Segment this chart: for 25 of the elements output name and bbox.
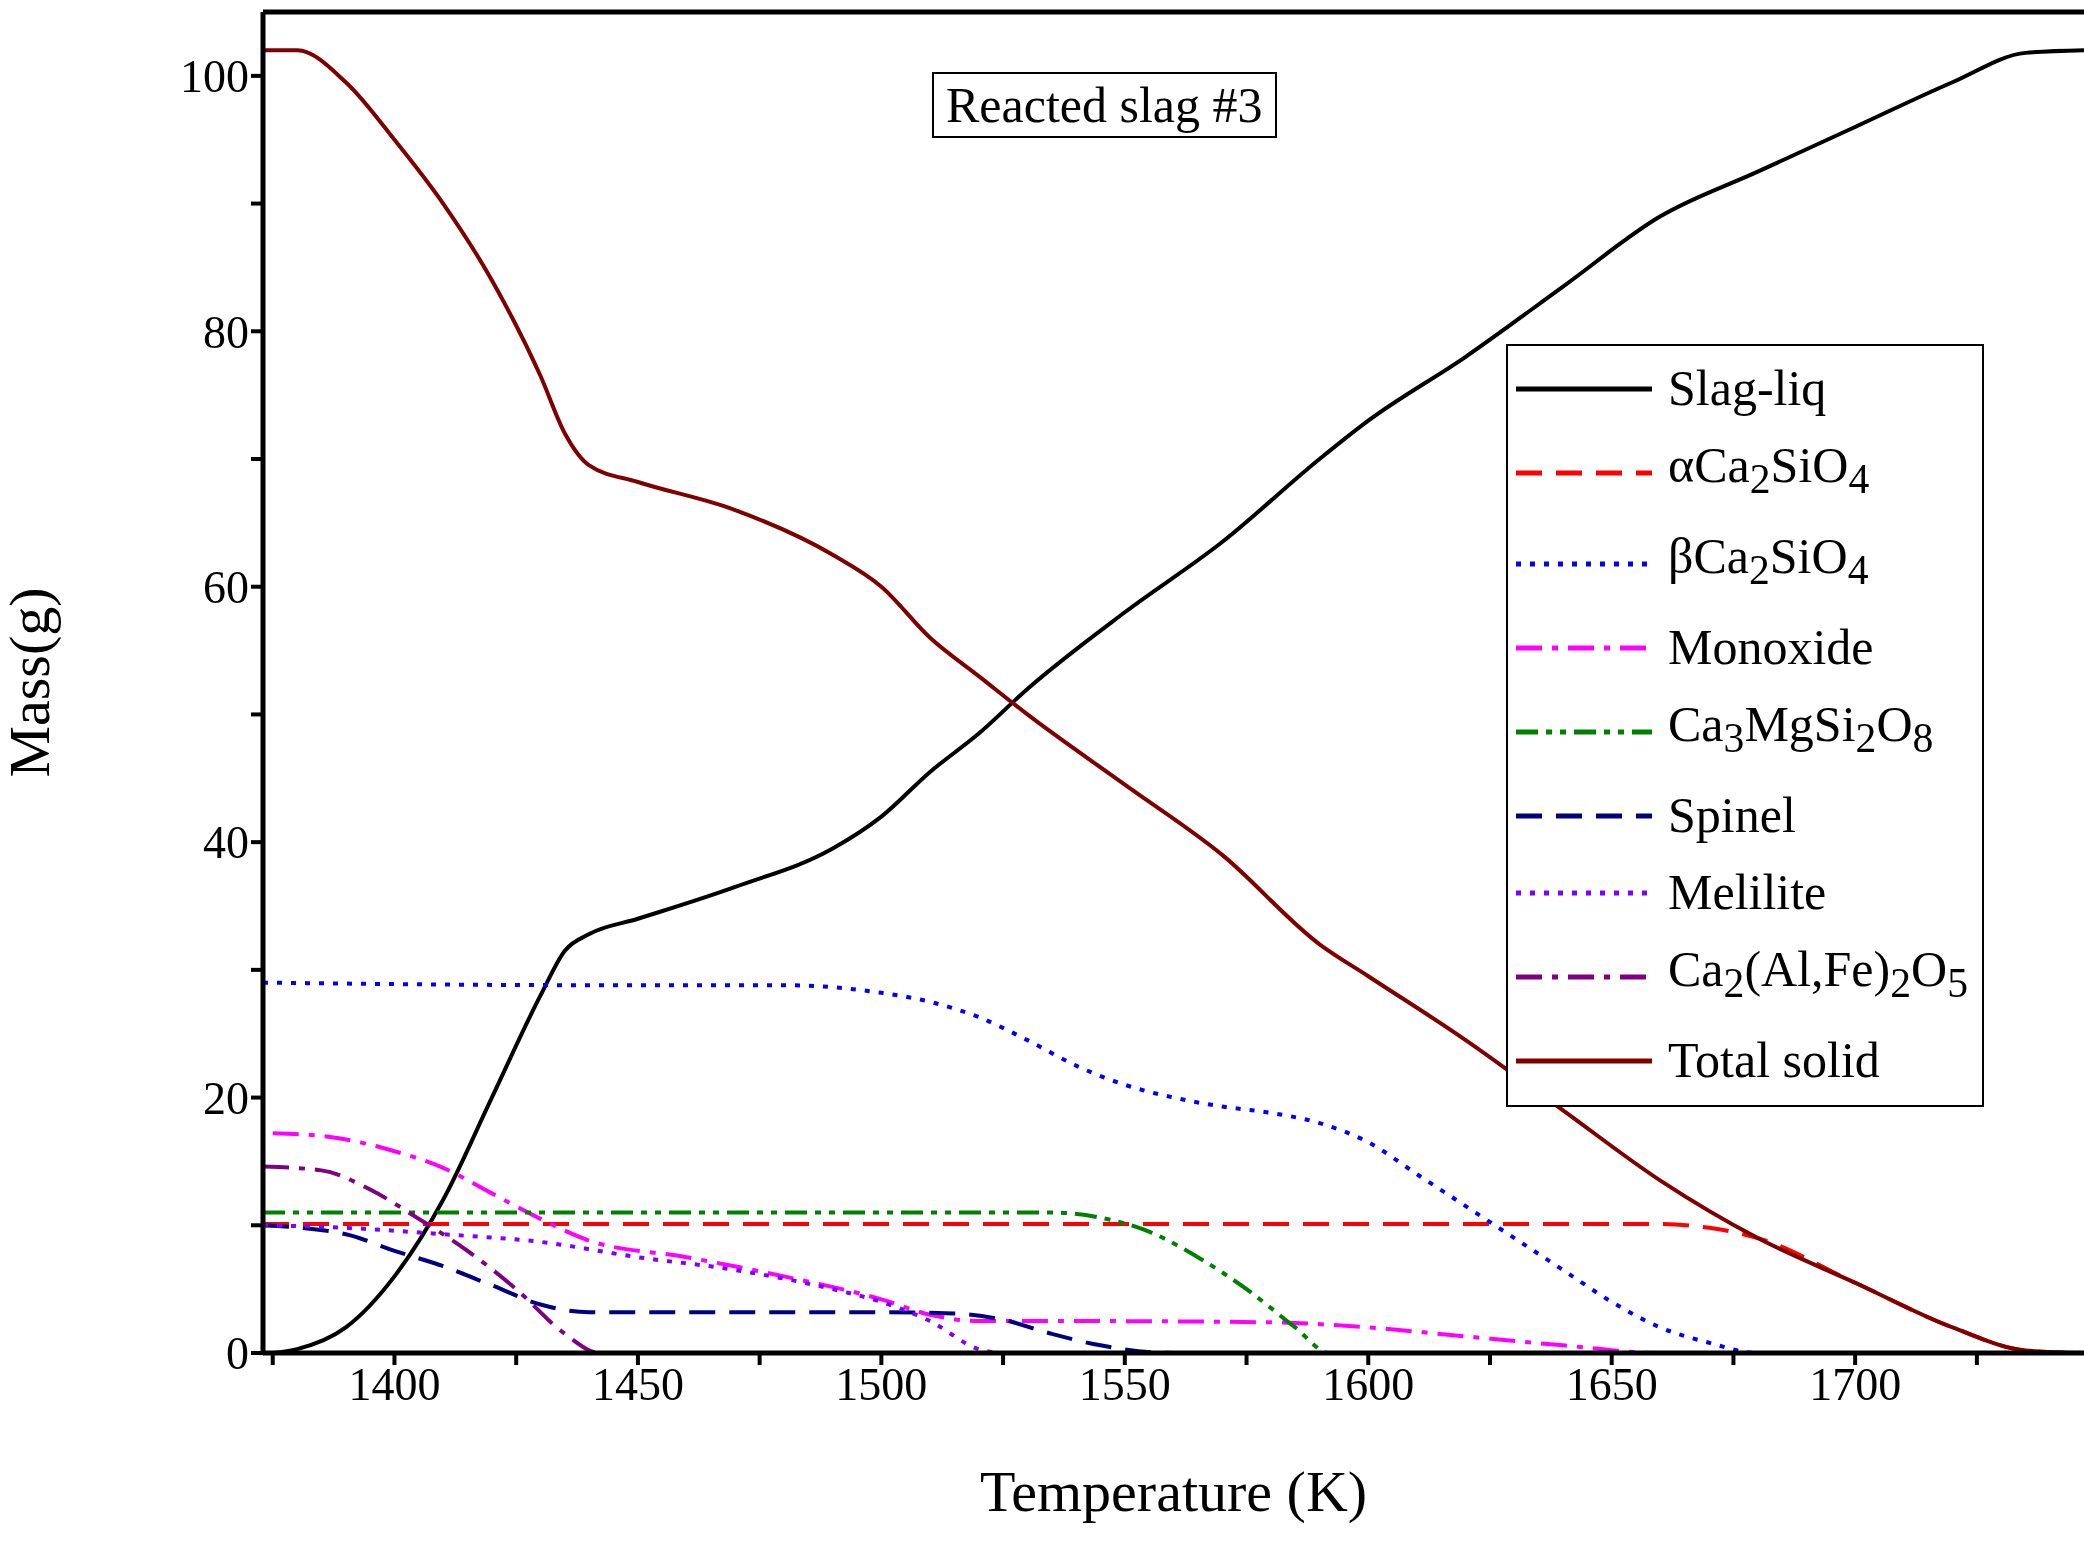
y-tick-label: 60 <box>203 562 249 614</box>
x-tick-label: 1550 <box>1078 1358 1171 1410</box>
legend-label: Total solid <box>1668 1031 1880 1090</box>
legend-label: Ca$_{3}$MgSi$_{2}$O$_{8}$ <box>1668 695 1934 763</box>
y-tick-label: 40 <box>203 817 249 869</box>
annotation: Reacted slag #3 <box>932 72 1277 138</box>
legend-label: Spinel <box>1668 786 1796 845</box>
x-tick-label: 1650 <box>1565 1358 1658 1410</box>
x-axis-title: Temperature (K) <box>979 1459 1368 1524</box>
y-tick-label: 20 <box>203 1072 249 1124</box>
legend-label: Melilite <box>1668 863 1827 922</box>
y-tick-label: 80 <box>203 306 249 358</box>
x-tick-label: 1450 <box>591 1358 684 1410</box>
y-tick-label: 0 <box>226 1328 249 1380</box>
x-tick-label: 1400 <box>348 1358 441 1410</box>
x-tick-label: 1700 <box>1809 1358 1902 1410</box>
y-axis-title: Mass(g) <box>0 587 62 778</box>
y-tick-label: 100 <box>180 51 249 103</box>
x-tick-label: 1600 <box>1322 1358 1415 1410</box>
legend-label: Slag-liq <box>1668 359 1827 418</box>
legend-label: βCa$_{2}$SiO$_{4}$ <box>1668 527 1869 595</box>
legend-label: αCa$_{2}$SiO$_{4}$ <box>1668 436 1870 504</box>
legend-label: Ca$_{2}$(Al,Fe)$_{2}$O$_{5}$ <box>1668 940 1968 1008</box>
legend-label: Monoxide <box>1668 618 1874 677</box>
x-tick-label: 1500 <box>835 1358 928 1410</box>
